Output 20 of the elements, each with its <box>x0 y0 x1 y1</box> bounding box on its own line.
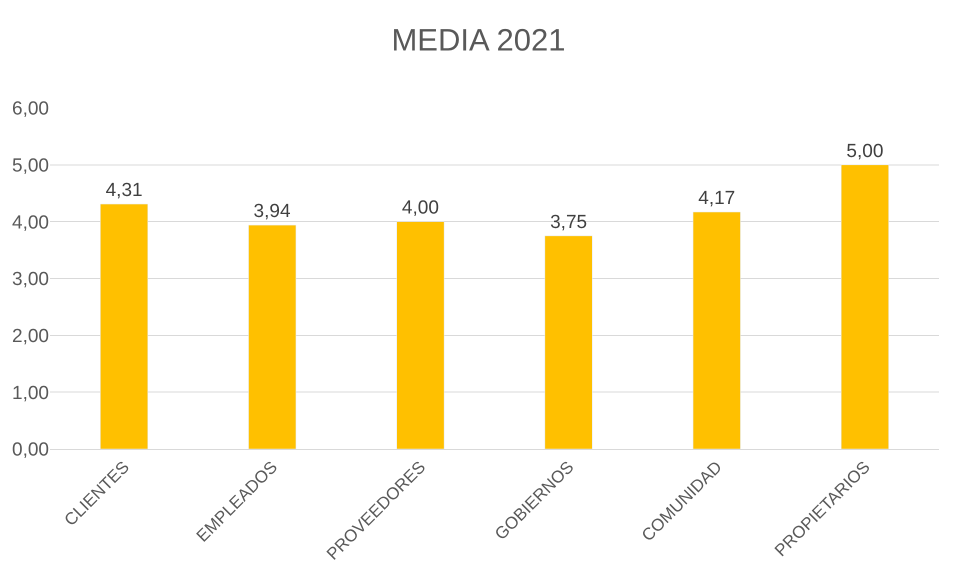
data-label: 3,94 <box>254 201 291 222</box>
data-label: 4,17 <box>698 188 736 210</box>
y-tick-label: 5,00 <box>12 155 49 176</box>
bar <box>692 212 741 449</box>
y-tick-label: 0,00 <box>12 440 49 461</box>
bar <box>100 204 148 449</box>
y-tick-label: 1,00 <box>12 382 49 404</box>
bar <box>544 236 593 449</box>
y-tick-label: 3,00 <box>12 269 49 290</box>
y-tick-label: 2,00 <box>12 326 49 347</box>
data-label: 3,75 <box>550 212 588 233</box>
bar <box>248 224 296 449</box>
data-label: 4,31 <box>106 180 143 202</box>
chart-title: MEDIA 2021 <box>391 22 566 58</box>
data-label: 5,00 <box>846 140 884 162</box>
data-label: 4,00 <box>402 198 439 219</box>
y-tick-label: 6,00 <box>12 98 49 120</box>
bar <box>840 164 889 449</box>
y-tick-label: 4,00 <box>12 212 49 234</box>
bar <box>396 221 444 449</box>
